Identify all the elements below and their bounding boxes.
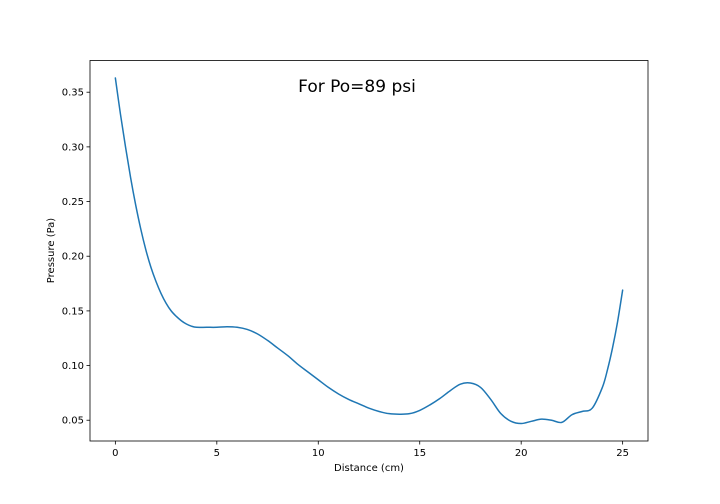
tick-marks	[86, 91, 624, 445]
y-tick-label: 0.20	[62, 252, 84, 263]
y-tick-label: 0.35	[62, 88, 84, 99]
x-tick-label: 20	[515, 448, 528, 459]
plot-area	[90, 60, 648, 441]
y-tick-label: 0.10	[62, 361, 84, 372]
y-tick-label: 0.15	[62, 306, 84, 317]
y-tick-label: 0.05	[62, 416, 84, 427]
x-tick-label: 15	[413, 448, 426, 459]
x-axis-label: Distance (cm)	[334, 463, 404, 474]
chart-title: For Po=89 psi	[298, 77, 416, 97]
y-tick-label: 0.30	[62, 142, 84, 153]
x-tick-label: 0	[112, 448, 118, 459]
y-axis-label: Pressure (Pa)	[46, 218, 57, 283]
x-tick-labels: 0 5 10 15 20 25	[112, 448, 629, 459]
y-tick-labels: 0.05 0.10 0.15 0.20 0.25 0.30 0.35	[62, 88, 84, 427]
x-tick-label: 5	[214, 448, 220, 459]
series-line-pressure	[114, 77, 624, 425]
x-tick-label: 10	[312, 448, 325, 459]
y-tick-label: 0.25	[62, 197, 84, 208]
axes-frame	[89, 60, 649, 442]
x-tick-label: 25	[616, 448, 629, 459]
